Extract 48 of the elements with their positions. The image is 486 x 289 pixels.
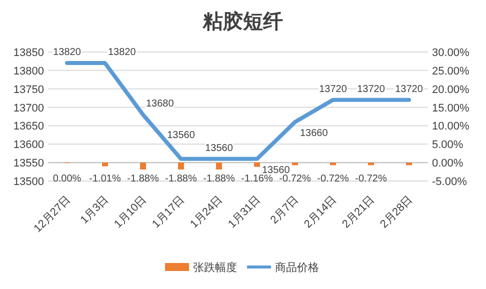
y2-tick-label: 0.00% xyxy=(432,158,464,170)
x-tick-label: 2月7日 xyxy=(268,194,302,226)
y2-tick-label: 15.00% xyxy=(432,102,470,114)
x-tick-label: 1月10日 xyxy=(112,194,150,231)
y2-tick-label: 5.00% xyxy=(432,139,464,152)
data-label: 13820 xyxy=(53,47,82,58)
y-tick-label: 13700 xyxy=(13,102,44,114)
x-tick-label: 1月31日 xyxy=(226,194,264,231)
y-tick-label: 13550 xyxy=(13,158,44,170)
data-label: -1.16% xyxy=(241,174,273,185)
y2-tick-label: 25.00% xyxy=(432,65,470,78)
y-tick-label: 13600 xyxy=(13,139,44,152)
data-label: -0.72% xyxy=(279,174,311,185)
y-tick-label: 13850 xyxy=(13,47,44,59)
data-label: 13720 xyxy=(395,84,424,95)
legend-label: 商品价格 xyxy=(275,261,319,274)
legend-label: 张跌幅度 xyxy=(193,261,237,274)
data-label: -1.01% xyxy=(89,174,121,185)
data-label: 13680 xyxy=(146,98,174,110)
data-label: 13660 xyxy=(300,128,328,140)
x-tick-label: 1月3日 xyxy=(78,194,112,226)
data-label: 13720 xyxy=(357,84,386,95)
x-tick-label: 1月24日 xyxy=(188,194,226,231)
y2-tick-label: 10.00% xyxy=(432,120,470,133)
y-tick-label: 13650 xyxy=(13,120,44,133)
x-tick-label: 12月27日 xyxy=(32,194,74,235)
y-tick-label: 13750 xyxy=(13,84,44,96)
data-label: 0.00% xyxy=(52,174,82,185)
data-label: -0.72% xyxy=(317,174,349,185)
data-label: 13820 xyxy=(108,47,136,58)
data-label: 13560 xyxy=(205,142,234,154)
data-label: 13560 xyxy=(262,164,290,176)
y2-tick-label: 30.00% xyxy=(432,47,470,59)
x-tick-label: 1月17日 xyxy=(150,194,188,231)
chart-title: 粘胶短纤 xyxy=(202,10,283,33)
y2-tick-label: 20.00% xyxy=(432,84,470,96)
data-label: -1.88% xyxy=(127,174,159,185)
data-label: -1.88% xyxy=(203,174,235,185)
data-label: 13560 xyxy=(167,130,196,141)
y-tick-label: 13800 xyxy=(13,65,44,78)
x-tick-label: 2月14日 xyxy=(302,194,340,231)
data-label: 13720 xyxy=(319,84,348,95)
x-tick-label: 2月28日 xyxy=(378,194,416,231)
x-tick-label: 2月21日 xyxy=(340,194,378,231)
y-tick-label: 13500 xyxy=(13,176,44,188)
y2-tick-label: -5.00% xyxy=(432,176,468,188)
data-label: -1.88% xyxy=(165,174,197,185)
data-label: -0.72% xyxy=(355,174,387,185)
